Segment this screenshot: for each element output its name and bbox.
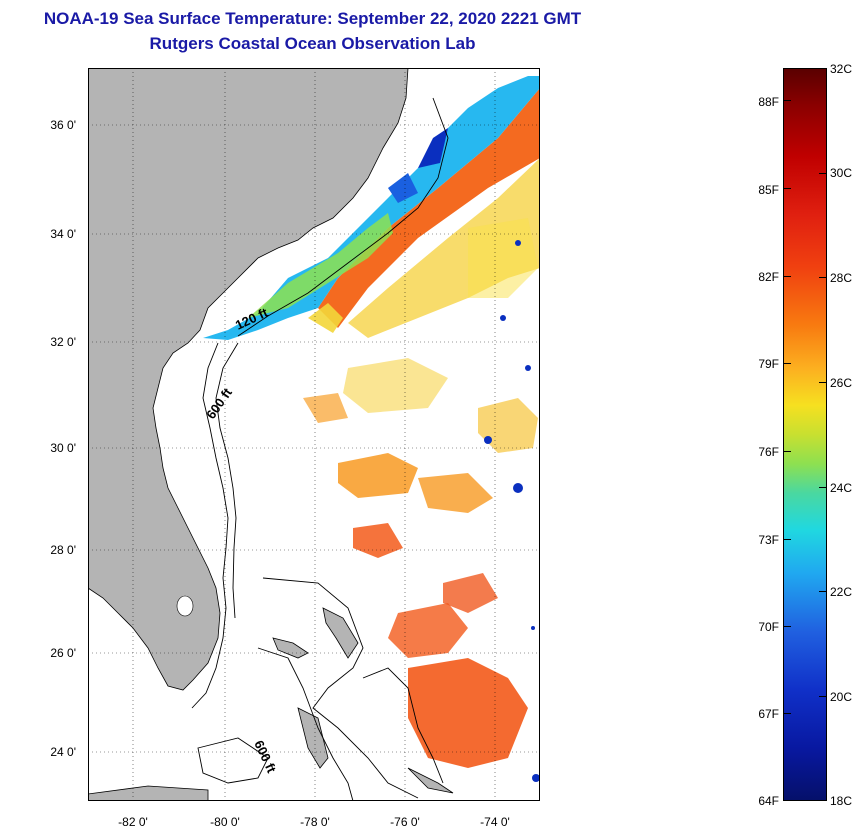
colorbar-label-79f: 79F	[758, 357, 779, 371]
lat-label-26: 26 0'	[50, 646, 76, 660]
lat-label-28: 28 0'	[50, 543, 76, 557]
temperature-colorbar	[783, 68, 827, 801]
colorbar-tick	[783, 276, 791, 277]
colorbar-label-32c: 32C	[830, 62, 853, 76]
map-subtitle: Rutgers Coastal Ocean Observation Lab	[149, 34, 476, 53]
map-title: NOAA-19 Sea Surface Temperature: Septemb…	[43, 9, 582, 28]
colorbar-tick	[819, 382, 827, 383]
colorbar-label-67f: 67F	[758, 707, 779, 721]
lake-okeechobee	[176, 595, 194, 617]
lon-label-80: -80 0'	[210, 815, 240, 829]
colorbar-label-22c: 22C	[830, 585, 853, 599]
lat-label-34: 34 0'	[50, 227, 76, 241]
colorbar-tick	[819, 591, 827, 592]
colorbar-label-64f: 64F	[758, 794, 779, 808]
colorbar-tick	[783, 626, 791, 627]
colorbar-label-70f: 70F	[758, 620, 779, 634]
colorbar-label-20c: 20C	[830, 690, 853, 704]
colorbar-label-82f: 82F	[758, 270, 779, 284]
lon-label-78: -78 0'	[300, 815, 330, 829]
bathymetry-contours	[191, 97, 449, 802]
lon-label-74: -74 0'	[480, 815, 510, 829]
colorbar-label-73f: 73F	[758, 533, 779, 547]
colorbar-label-24c: 24C	[830, 481, 853, 495]
colorbar-tick	[783, 100, 791, 101]
lat-label-30: 30 0'	[50, 441, 76, 455]
colorbar-tick	[819, 696, 827, 697]
colorbar-tick	[783, 188, 791, 189]
colorbar-label-30c: 30C	[830, 166, 853, 180]
lat-label-36: 36 0'	[50, 118, 76, 132]
bahamas-islands	[87, 607, 454, 802]
sst-warm-patches	[303, 358, 538, 768]
colorbar-label-18c: 18C	[830, 794, 853, 808]
colorbar-tick	[783, 363, 791, 364]
graticule	[88, 68, 540, 801]
colorbar-label-76f: 76F	[758, 445, 779, 459]
gulf-stream-band	[318, 88, 540, 338]
colorbar-label-88f: 88F	[758, 95, 779, 109]
land-mainland	[87, 67, 409, 691]
colorbar-label-28c: 28C	[830, 271, 853, 285]
colorbar-tick	[783, 713, 791, 714]
colorbar-tick	[783, 451, 791, 452]
lon-label-82: -82 0'	[118, 815, 148, 829]
sst-map: 120 ft 600 ft 600 ft	[87, 67, 540, 802]
colorbar-tick	[783, 539, 791, 540]
colorbar-tick	[819, 277, 827, 278]
colorbar-label-85f: 85F	[758, 183, 779, 197]
colorbar-tick	[819, 173, 827, 174]
lat-label-24: 24 0'	[50, 745, 76, 759]
coastal-cool-water	[203, 76, 540, 340]
sst-map-canvas: 120 ft 600 ft 600 ft	[87, 67, 540, 802]
lat-label-32: 32 0'	[50, 335, 76, 349]
map-border	[88, 68, 540, 801]
colorbar-tick	[819, 487, 827, 488]
cloud-speckle	[484, 240, 540, 782]
colorbar-label-26c: 26C	[830, 376, 853, 390]
lon-label-76: -76 0'	[390, 815, 420, 829]
